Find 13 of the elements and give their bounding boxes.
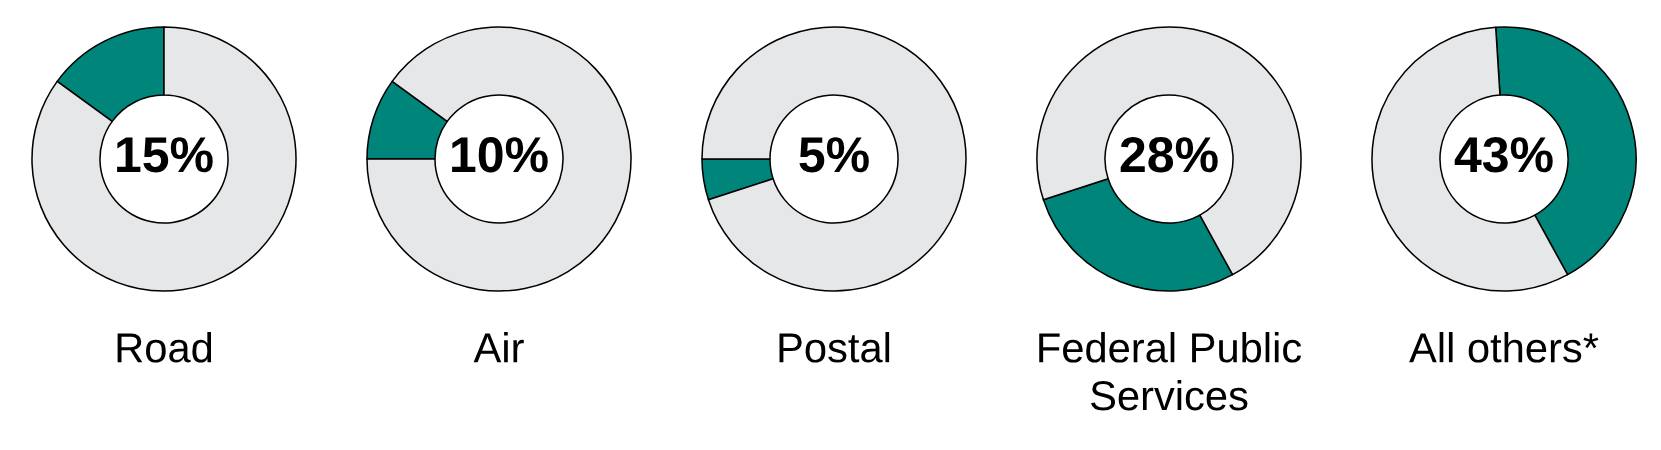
- donut-slice: [366, 26, 632, 292]
- text: 28%: [1120, 137, 1218, 173]
- text: Postal: [779, 332, 890, 363]
- text: Federal Public Services: [1039, 332, 1302, 411]
- text: 15%: [117, 137, 213, 173]
- donut-slice: [31, 26, 297, 292]
- text: 43%: [1454, 137, 1553, 173]
- text: All others*: [1409, 332, 1599, 363]
- text: 5%: [799, 137, 869, 173]
- text: Road: [117, 332, 212, 363]
- text: 10%: [452, 137, 548, 173]
- donut-slice: [701, 26, 967, 292]
- text: Air: [473, 332, 524, 363]
